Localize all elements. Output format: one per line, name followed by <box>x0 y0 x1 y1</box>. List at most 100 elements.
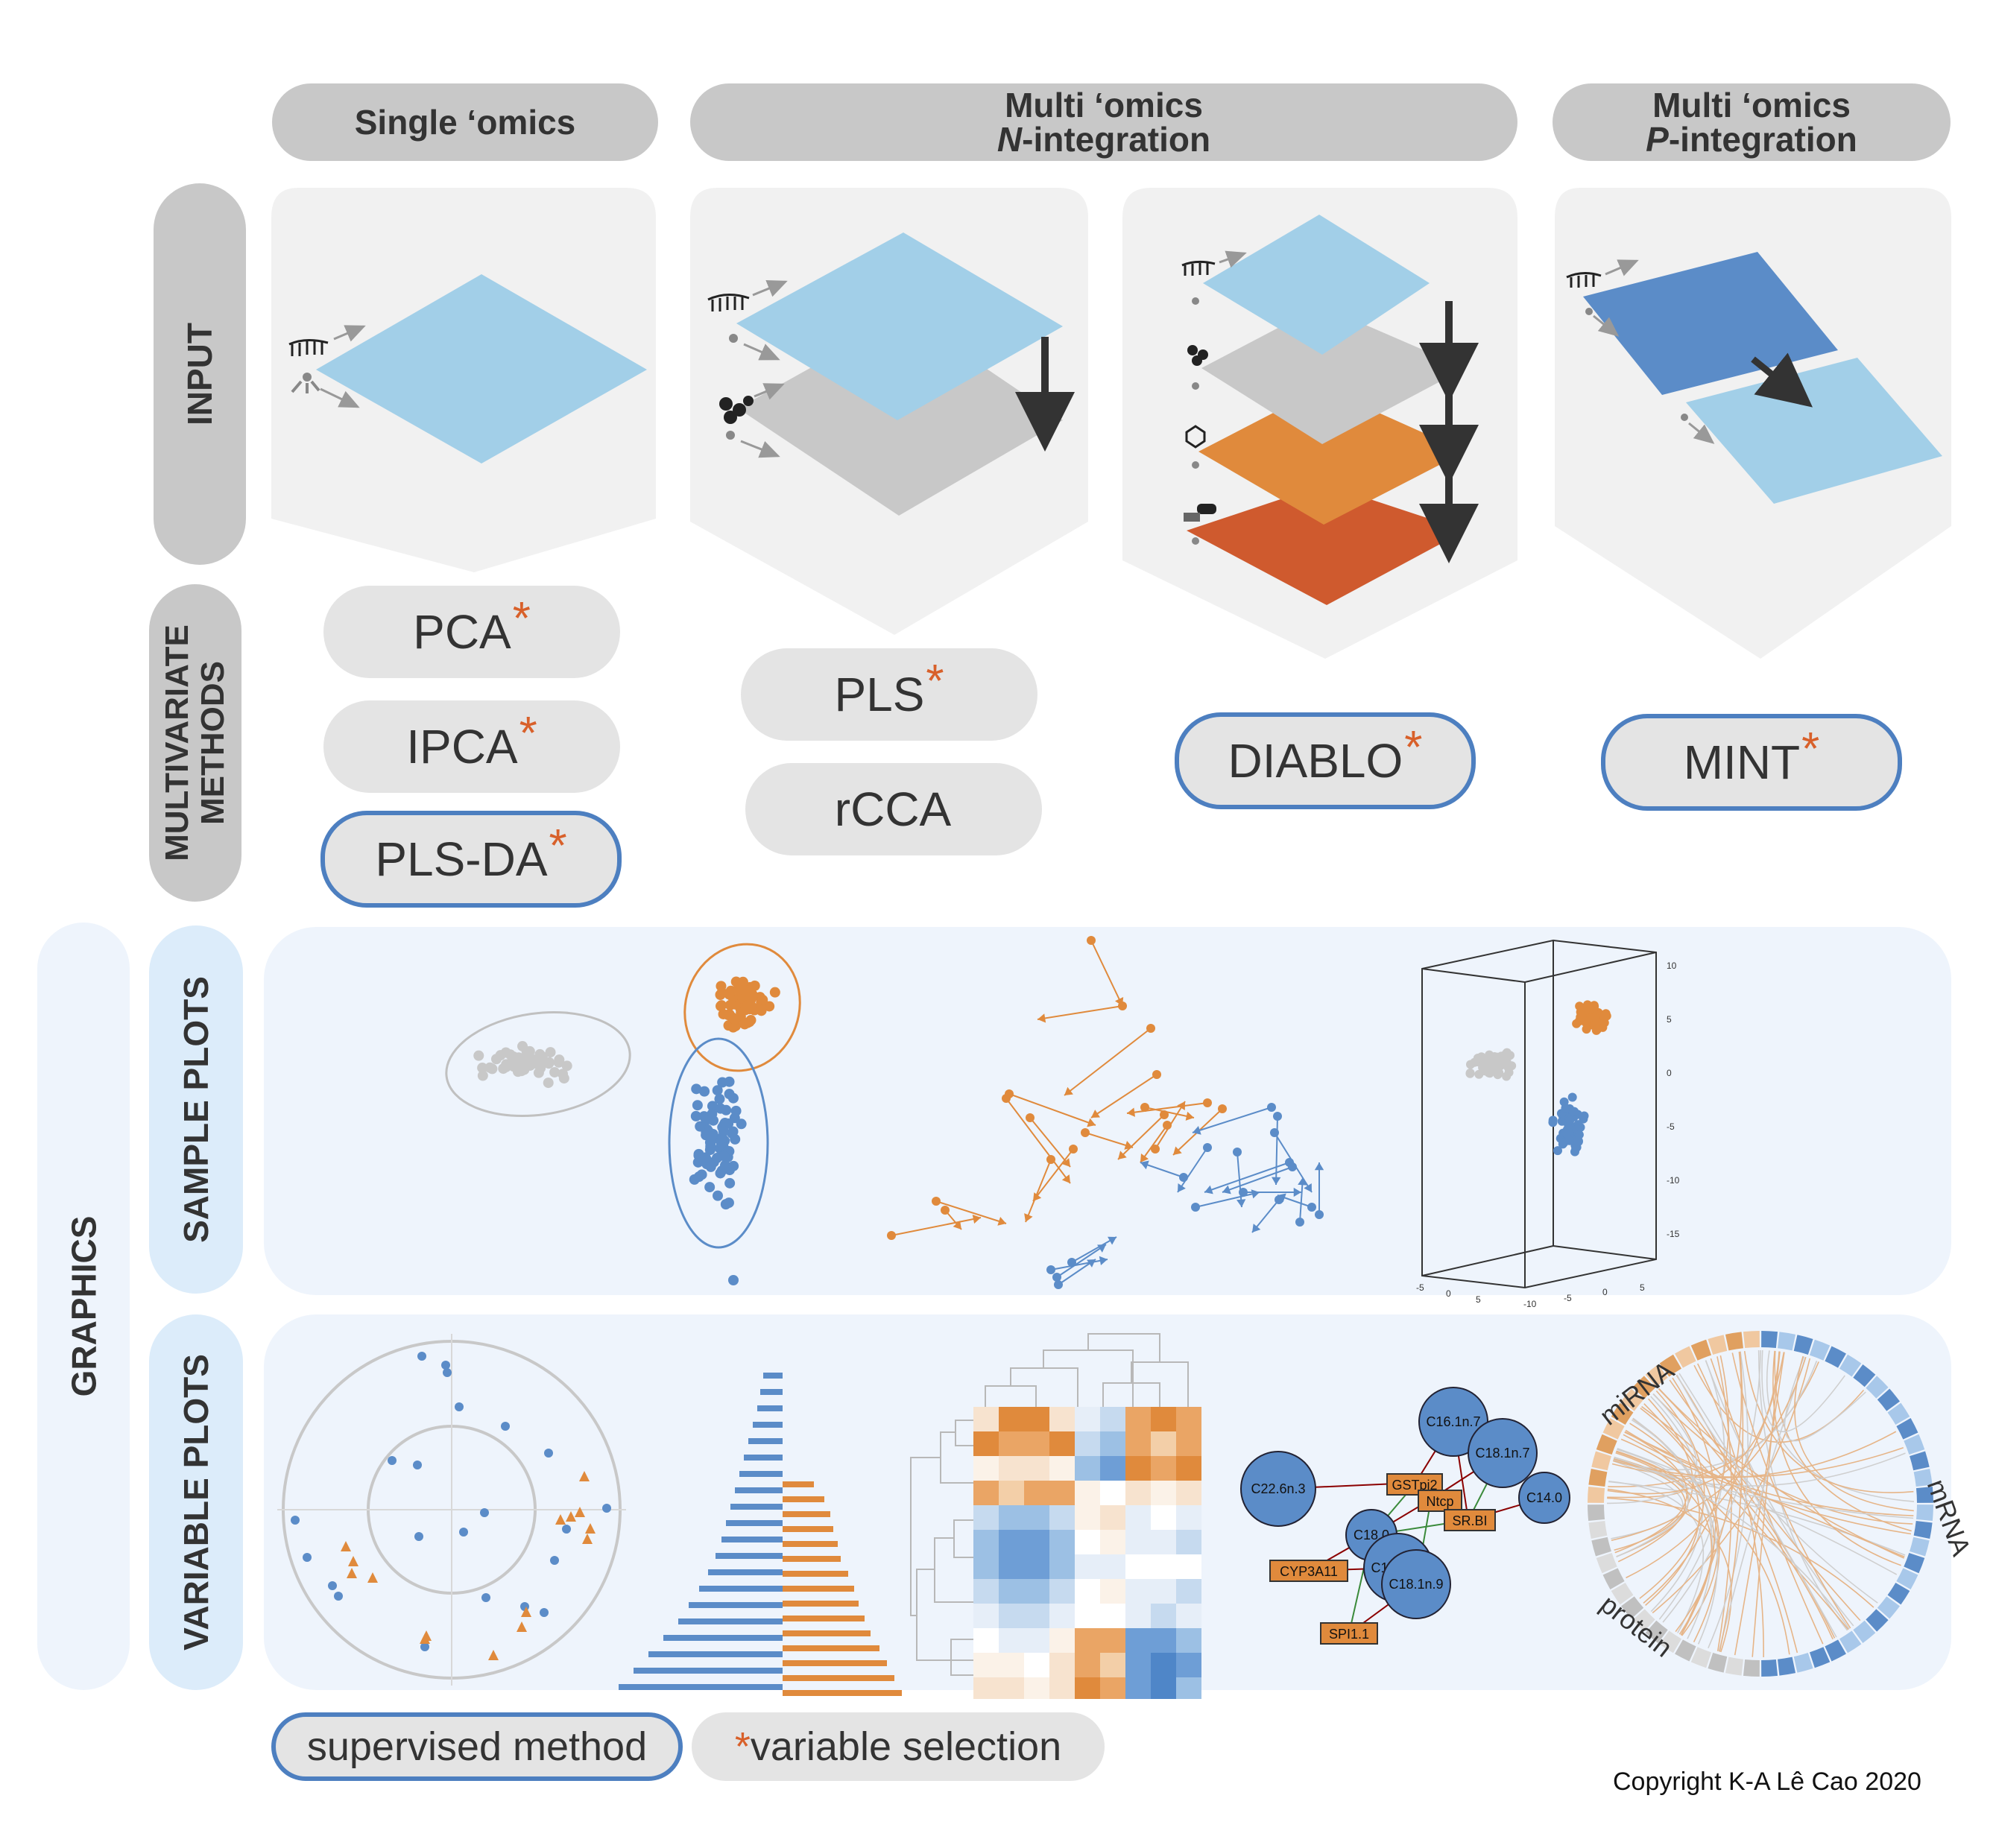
copyright: Copyright K-A Lê Cao 2020 <box>1613 1768 1921 1796</box>
y-tick-2: 0 <box>1602 1287 1608 1297</box>
heatmap-cell <box>1075 1628 1100 1653</box>
heatmap-cell <box>999 1505 1024 1530</box>
loading-bar <box>663 1635 783 1641</box>
arrow-head <box>1118 1151 1127 1159</box>
variable-point <box>441 1361 450 1370</box>
variable-point <box>550 1556 559 1565</box>
variable-point <box>575 1507 585 1517</box>
arrow-head <box>1304 1183 1312 1192</box>
heatmap-cell <box>1151 1677 1176 1699</box>
sample-point <box>729 1014 740 1025</box>
sample-point <box>519 1054 531 1066</box>
heatmap-cell <box>1100 1604 1125 1628</box>
circos-segment <box>1690 1339 1712 1361</box>
sample-arrow <box>1050 1259 1108 1270</box>
data-layer-diablo-3 <box>1198 387 1465 525</box>
heatmap-cell <box>1100 1481 1125 1505</box>
circos-link <box>1672 1377 1717 1636</box>
heatmap-cell <box>1049 1505 1075 1530</box>
loading-bar <box>783 1690 902 1696</box>
sample-point <box>1087 936 1096 945</box>
sample-point <box>723 1197 734 1209</box>
sample-point <box>707 1101 718 1112</box>
sample-point <box>714 1093 725 1104</box>
heatmap-cell <box>1100 1653 1125 1677</box>
variable-point <box>417 1352 426 1361</box>
heatmap-cell <box>973 1579 999 1604</box>
arrow-head <box>1193 1125 1201 1135</box>
sample-point <box>692 1156 704 1168</box>
variable-point <box>348 1556 359 1566</box>
network-node <box>1381 1549 1451 1619</box>
heatmap-cell <box>973 1554 999 1579</box>
variable-point <box>544 1449 553 1458</box>
heatmap-cell <box>1049 1579 1075 1604</box>
loading-bar <box>716 1553 783 1559</box>
circos-segment <box>1708 1335 1728 1355</box>
heatmap-cell <box>973 1530 999 1554</box>
heatmap-cell <box>1024 1481 1049 1505</box>
heatmap-cell <box>1176 1653 1201 1677</box>
circos-segment <box>1588 1486 1605 1503</box>
row-label-multivariate-methods: MULTIVARIATE METHODS <box>149 584 241 902</box>
sample-point <box>699 1086 710 1097</box>
heatmap-cell <box>973 1604 999 1628</box>
metabolite-icon-pls <box>719 383 785 424</box>
variable-point <box>420 1642 429 1651</box>
heatmap-cell <box>1100 1628 1125 1653</box>
loading-bar <box>748 1438 783 1444</box>
sample-point <box>487 1063 498 1075</box>
circos-segment <box>1866 1376 1889 1399</box>
sample-point <box>700 1152 711 1163</box>
sample-point <box>534 1048 546 1060</box>
arrow-head <box>1185 1111 1194 1121</box>
sample-point <box>724 1076 735 1087</box>
circos-link <box>1614 1431 1688 1554</box>
circos-label-mirna: miRNA <box>1594 1355 1679 1431</box>
sample-point <box>1574 1130 1584 1139</box>
data-layer-pls-top <box>736 232 1063 420</box>
circos-segment <box>1809 1339 1831 1361</box>
heatmap-cell <box>1125 1505 1151 1530</box>
heatmap-cell <box>1049 1604 1075 1628</box>
arrow-head <box>1091 1110 1100 1118</box>
sample-point <box>1567 1092 1577 1102</box>
sample-point <box>1239 1188 1248 1197</box>
sample-point <box>693 1171 704 1183</box>
sample-point <box>477 1063 488 1074</box>
method-ipca: IPCA * <box>323 700 620 793</box>
sample-arrow <box>1064 1028 1152 1096</box>
heatmap-cell <box>973 1481 999 1505</box>
variable-point <box>367 1572 378 1583</box>
heatmap-cell <box>999 1677 1024 1699</box>
sample-point <box>1506 1051 1515 1060</box>
method-pls-da: PLS-DA * <box>320 811 622 908</box>
sample-point <box>1474 1069 1484 1079</box>
heatmap-cell <box>1151 1456 1176 1481</box>
circos-link <box>1607 1497 1874 1608</box>
circos-link <box>1719 1351 1744 1652</box>
arrow-head <box>1293 1187 1301 1197</box>
network-box <box>1269 1560 1348 1582</box>
loading-bar <box>783 1586 854 1592</box>
gene-icon-diablo <box>1181 250 1247 276</box>
sample-point <box>695 1121 706 1132</box>
network-node-label: C18.1n.9 <box>1389 1577 1443 1592</box>
loading-bar <box>783 1616 865 1621</box>
circos-segment <box>1761 1331 1778 1349</box>
arrow-head <box>1204 1185 1213 1194</box>
gene-icon <box>288 325 366 356</box>
sample-icon-pls-2 <box>726 431 780 458</box>
header-single-omics: Single ‘omics <box>272 83 658 161</box>
variable-point <box>501 1422 510 1431</box>
network-box-label: GSTpi2 <box>1392 1478 1437 1493</box>
sample-point <box>727 1092 739 1104</box>
loading-bar <box>783 1526 833 1532</box>
sample-point <box>706 1131 717 1142</box>
row-label-graphics: GRAPHICS <box>37 923 130 1690</box>
network-box-label: SR.BI <box>1452 1513 1487 1528</box>
sample-point <box>721 1104 732 1116</box>
loading-bar <box>634 1668 783 1674</box>
network-node-label: C22.6n.3 <box>1251 1481 1305 1496</box>
sample-point <box>1577 1012 1587 1022</box>
